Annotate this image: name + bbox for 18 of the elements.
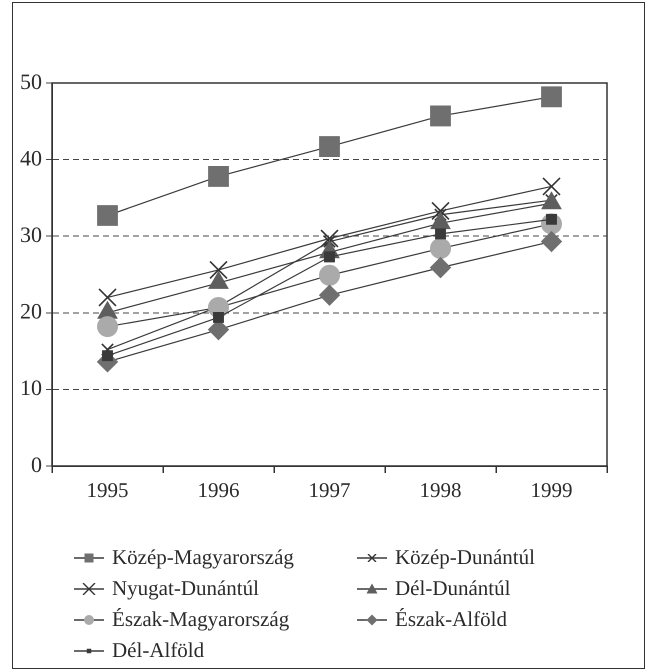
y-tick-label: 30 [20,222,42,247]
x-tick-label: 1998 [420,478,462,502]
y-tick-label: 0 [31,452,42,477]
y-tick-label: 40 [20,145,42,170]
legend-label: Dél-Alföld [112,638,204,663]
x-tick-label: 1999 [530,478,572,502]
legend-label: Észak-Alföld [395,607,507,632]
legend-label: Közép-Magyarország [112,545,294,570]
legend-label: Észak-Magyarország [112,607,290,632]
x-tick-label: 1995 [86,478,128,502]
y-tick-label: 50 [20,68,42,94]
x-tick-label: 1997 [308,478,350,502]
x-tick-label: 1996 [198,478,240,502]
legend-label: Dél-Dunántúl [395,576,510,601]
y-tick-label: 10 [20,375,42,400]
legend-label: Nyugat-Dunántúl [112,576,259,601]
legend-label: Közép-Dunántúl [395,545,535,570]
y-tick-label: 20 [20,298,42,324]
